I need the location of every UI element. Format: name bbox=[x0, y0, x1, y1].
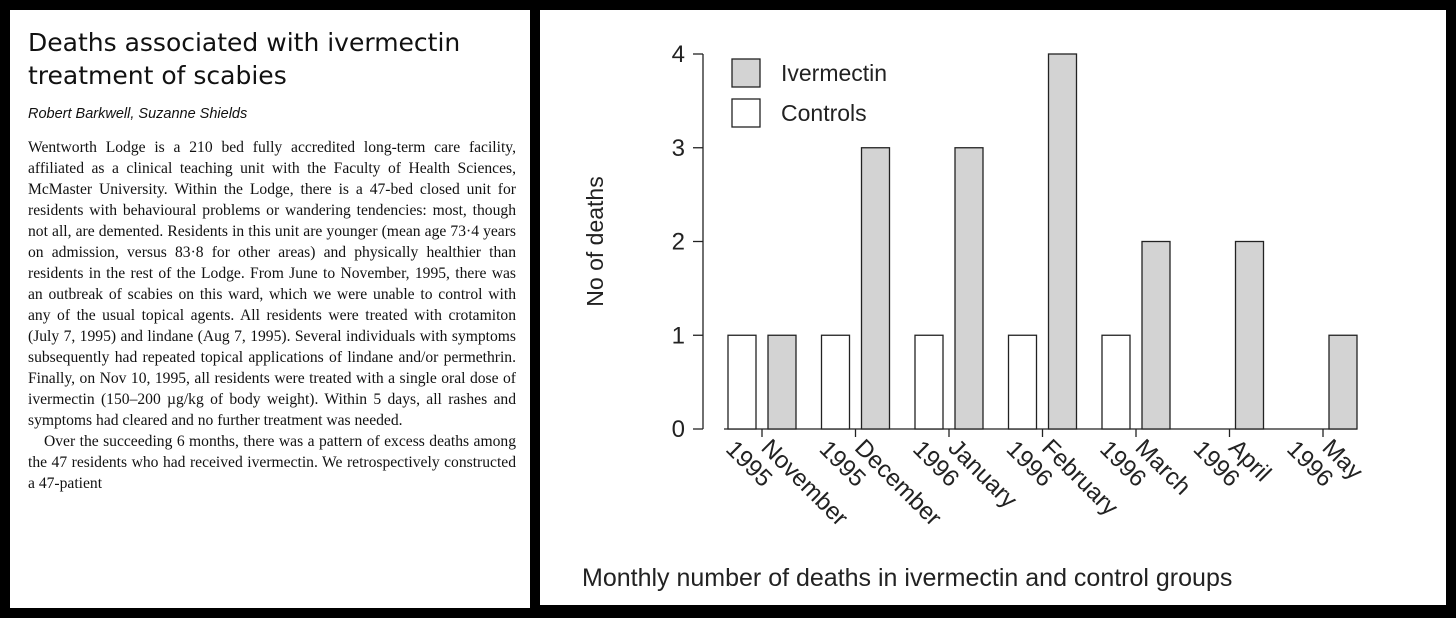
y-tick-label: 0 bbox=[672, 416, 685, 443]
bar-ivermectin bbox=[1328, 334, 1358, 430]
article-title-line1: Deaths associated with ivermectin bbox=[28, 28, 461, 57]
bar-ivermectin bbox=[767, 334, 797, 430]
chart-caption: Monthly number of deaths in ivermectin a… bbox=[582, 564, 1232, 592]
article-authors: Robert Barkwell, Suzanne Shields bbox=[28, 106, 248, 122]
y-tick-label: 3 bbox=[672, 135, 685, 162]
article-title-line2: treatment of scabies bbox=[28, 61, 287, 90]
legend-swatch-ivermectin bbox=[731, 58, 761, 88]
article-body: Wentworth Lodge is a 210 bed fully accre… bbox=[28, 137, 516, 494]
y-axis-label: No of deaths bbox=[582, 176, 608, 306]
article-paragraph-1: Wentworth Lodge is a 210 bed fully accre… bbox=[28, 139, 516, 429]
bar-controls bbox=[914, 334, 944, 430]
bar-ivermectin bbox=[1234, 240, 1265, 430]
bar-controls bbox=[820, 334, 851, 430]
bar-ivermectin bbox=[1047, 53, 1078, 430]
article-paragraph-2: Over the succeeding 6 months, there was … bbox=[28, 433, 516, 492]
bar-ivermectin bbox=[860, 147, 891, 430]
y-tick-label: 2 bbox=[672, 229, 685, 256]
bar-ivermectin bbox=[954, 147, 984, 430]
legend-swatch-controls bbox=[731, 98, 761, 128]
y-tick-label: 1 bbox=[672, 322, 685, 349]
article-excerpt: Deaths associated with ivermectin treatm… bbox=[10, 10, 530, 608]
legend-label-ivermectin: Ivermectin bbox=[781, 60, 887, 86]
bar-controls bbox=[1101, 334, 1131, 430]
bar-ivermectin bbox=[1141, 240, 1171, 430]
bar-controls bbox=[727, 334, 757, 430]
y-tick-label: 4 bbox=[672, 41, 685, 68]
bar-controls bbox=[1007, 334, 1038, 430]
legend-label-controls: Controls bbox=[781, 100, 867, 126]
chart-panel: 0 1 2 3 4 No of deaths November 1995 December 199… bbox=[540, 10, 1446, 605]
article-title: Deaths associated with ivermectin treatm… bbox=[28, 26, 512, 92]
